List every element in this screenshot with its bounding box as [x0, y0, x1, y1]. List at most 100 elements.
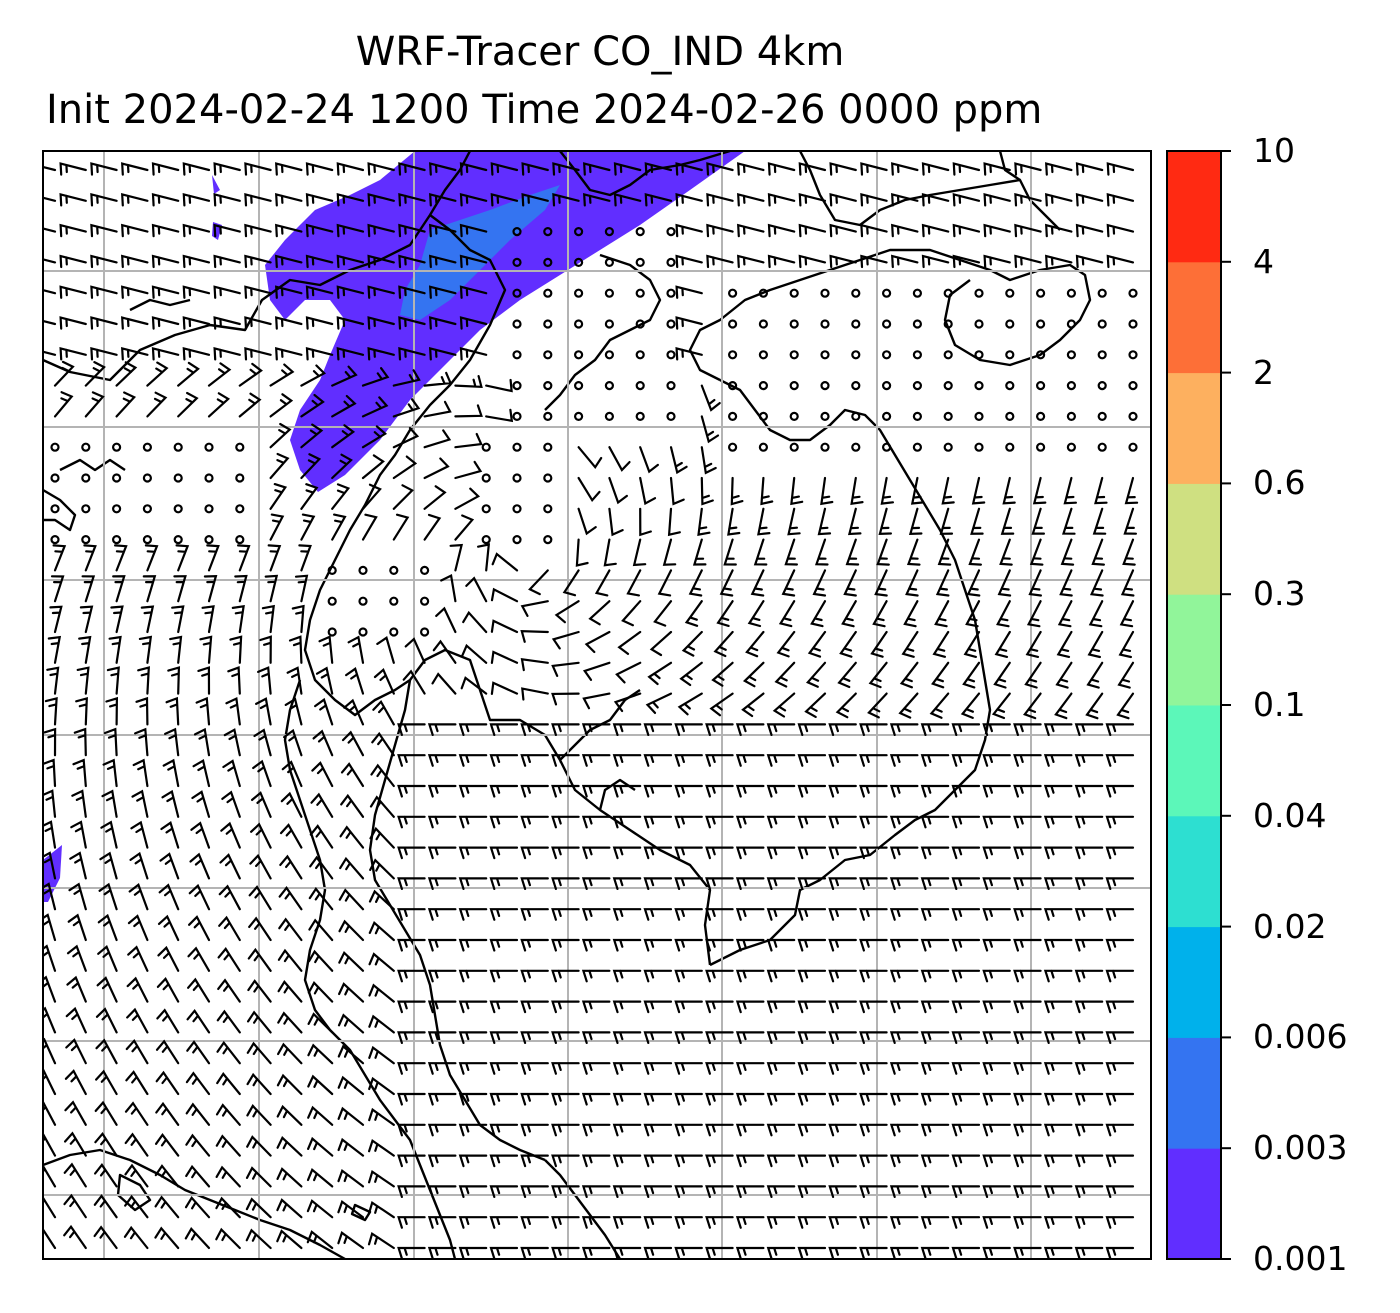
wind-barb [1119, 600, 1135, 628]
wind-barb [727, 507, 741, 536]
wind-barb [336, 316, 365, 330]
wind-barb [182, 285, 211, 299]
wind-barb [674, 877, 703, 890]
wind-barb [807, 630, 827, 658]
wind-barb [797, 938, 827, 952]
wind-barb [982, 1185, 1011, 1198]
wind-barb [244, 346, 272, 361]
wind-barb [269, 483, 288, 510]
wind-barb [1106, 254, 1135, 269]
wind-barb [766, 723, 796, 736]
wind-barb [644, 162, 673, 176]
wind-barb [440, 573, 457, 603]
wind-barb [489, 1185, 519, 1198]
wind-barb [99, 851, 118, 880]
wind-barb [336, 285, 365, 299]
colorbar-segment [1167, 1148, 1221, 1260]
wind-barb [982, 723, 1011, 736]
wind-barb [1043, 1031, 1073, 1044]
wind-barb [106, 666, 120, 695]
wind-barb [520, 1246, 549, 1259]
wind-barb [140, 605, 155, 634]
wind-barb [653, 600, 673, 627]
wind-barb [368, 1138, 395, 1157]
wind-barb [182, 346, 211, 361]
calm-wind-marker [912, 319, 923, 329]
wind-barb [920, 1062, 950, 1075]
wind-barb [706, 254, 734, 269]
wind-barb [612, 938, 642, 952]
wind-barb [213, 346, 241, 361]
wind-barb [155, 1070, 180, 1096]
wind-barb [134, 727, 149, 757]
wind-barb [872, 600, 888, 628]
calm-wind-marker [543, 288, 553, 298]
wind-barb [612, 754, 642, 767]
wind-barb [996, 600, 1011, 628]
wind-barb [462, 610, 488, 634]
wind-barb [79, 605, 94, 634]
wind-barb [828, 1000, 857, 1014]
calm-wind-marker [543, 442, 553, 452]
wind-barb [248, 916, 272, 942]
wind-barb [1029, 538, 1044, 566]
wind-barb [449, 543, 464, 572]
wind-barb [1013, 754, 1042, 767]
wind-barb [705, 969, 734, 983]
map-panel [43, 151, 1151, 1259]
calm-wind-marker [235, 442, 245, 452]
calm-wind-marker [543, 534, 553, 545]
wind-barb [146, 391, 168, 418]
wind-barb [520, 1092, 549, 1106]
wind-barb [392, 426, 420, 449]
wind-barb [747, 600, 765, 628]
wind-barb [859, 784, 888, 798]
wind-barb [121, 192, 149, 207]
calm-wind-marker [142, 534, 152, 545]
wind-barb [177, 361, 200, 387]
wind-barb [1074, 938, 1104, 952]
wind-barb [951, 1062, 981, 1075]
wind-barb [552, 162, 580, 176]
wind-barb [308, 949, 334, 972]
wind-barb [305, 346, 334, 361]
calm-wind-marker [173, 504, 183, 514]
wind-barb [952, 162, 981, 176]
wind-barb [277, 980, 303, 1003]
wind-barb [1013, 877, 1042, 890]
wind-barb [737, 254, 765, 269]
wind-barb [489, 1123, 519, 1137]
wind-barb [397, 969, 426, 983]
calm-wind-marker [81, 534, 91, 545]
wind-barb [1075, 223, 1104, 238]
calm-wind-marker [204, 534, 214, 545]
wind-barb [850, 476, 864, 506]
wind-barb [489, 846, 519, 860]
wind-barb [983, 223, 1011, 238]
wind-barb [454, 460, 483, 480]
calm-wind-marker [1066, 319, 1077, 329]
wind-barb [275, 223, 303, 238]
wind-barb [151, 285, 180, 299]
calm-wind-marker [789, 319, 799, 329]
calm-wind-marker [758, 381, 769, 391]
wind-barb [429, 223, 457, 238]
wind-barb [458, 1062, 488, 1075]
wind-barb [723, 538, 737, 566]
wind-barb [1043, 1185, 1073, 1198]
wind-barb [96, 976, 118, 1003]
wind-barb [921, 162, 950, 176]
wind-barb [339, 825, 365, 849]
wind-barb [247, 947, 272, 972]
wind-barb [797, 815, 827, 829]
wind-barb [1028, 569, 1042, 597]
wind-barb [951, 754, 981, 767]
wind-barb [520, 784, 549, 798]
wind-barb [367, 1231, 395, 1250]
wind-barb [336, 254, 365, 269]
wind-barb [612, 1123, 642, 1137]
wind-barb [43, 319, 57, 326]
wind-barb [1105, 754, 1135, 767]
wind-barb [427, 723, 457, 736]
wind-barb [63, 1131, 87, 1157]
